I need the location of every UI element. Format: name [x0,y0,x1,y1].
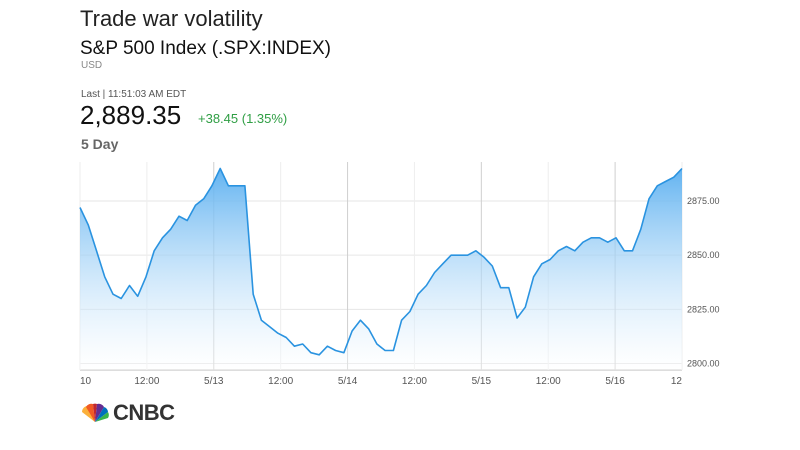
cnbc-logo: CNBC [80,400,175,426]
index-name: S&P 500 Index (.SPX:INDEX) [80,38,331,59]
x-tick-label: 12:00 [268,376,293,387]
currency-label: USD [81,60,103,71]
chart-title: Trade war volatility [80,6,263,31]
price-change: +38.45 (1.35%) [198,111,288,126]
logo-text: CNBC [113,400,175,425]
time-range-label: 5 Day [81,136,119,152]
x-tick-label: 12:00 [402,376,427,387]
peacock-icon [81,403,109,422]
y-tick-label: 2875.00 [687,196,720,206]
series-area [80,168,682,370]
price-chart: 2800.00 2825.00 2850.00 2875.00 10 12:00 5/13 1… [79,162,720,387]
x-tick-label: 12:00 [134,376,159,387]
last-update-label: Last | 11:51:03 AM EDT [81,89,187,100]
peacock-watermark-icon [336,199,441,262]
x-tick-label: 5/15 [472,376,492,387]
x-tick-label: 12:00 [536,376,561,387]
x-tick-label: 10 [80,376,92,387]
y-tick-label: 2850.00 [687,250,720,260]
x-tick-label: 5/14 [338,376,358,387]
y-tick-label: 2800.00 [687,359,720,369]
last-price: 2,889.35 [80,100,182,130]
x-tick-label: 5/13 [204,376,224,387]
y-tick-label: 2825.00 [687,304,720,314]
series-line [79,167,683,356]
x-tick-label: 12 [671,376,683,387]
x-tick-label: 5/16 [605,376,625,387]
